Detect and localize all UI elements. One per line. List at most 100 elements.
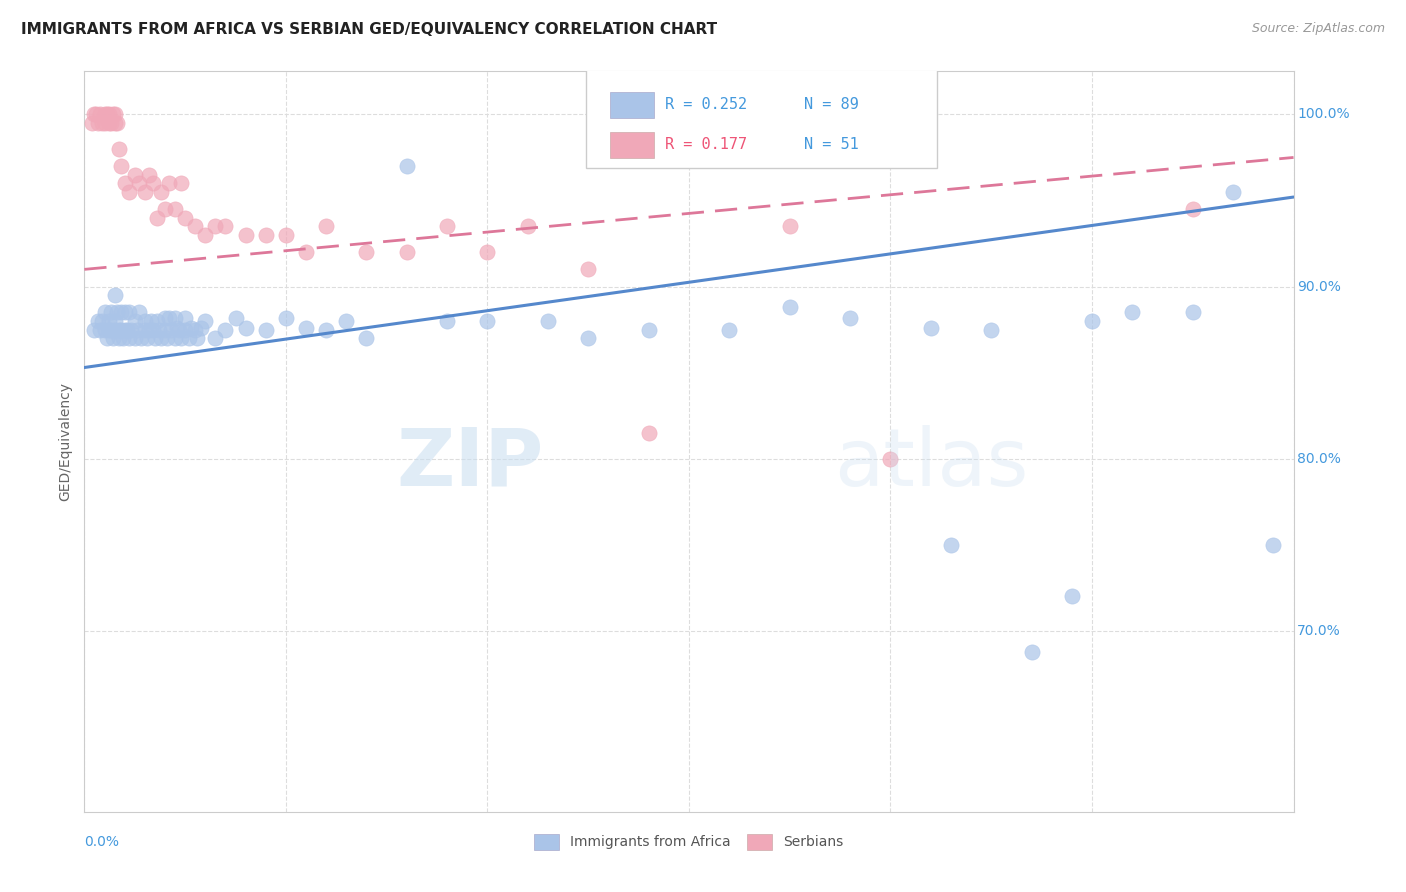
Point [96, 107, 118, 121]
Point [315, 219, 337, 234]
Point [180, 321, 202, 335]
Point [1263, 538, 1285, 552]
Point [96, 331, 118, 345]
Point [83, 107, 105, 121]
Point [225, 310, 247, 325]
Point [165, 310, 187, 325]
Point [107, 323, 129, 337]
Point [516, 219, 538, 234]
Point [204, 331, 226, 345]
Point [104, 288, 127, 302]
Point [537, 314, 560, 328]
Point [179, 331, 201, 345]
Point [134, 314, 156, 328]
Point [87, 314, 110, 328]
Point [879, 451, 901, 466]
Point [114, 176, 136, 190]
Point [204, 219, 226, 234]
Text: 0.0%: 0.0% [84, 836, 120, 849]
Point [920, 321, 942, 335]
Point [114, 305, 136, 319]
Point [165, 331, 187, 345]
Point [93, 305, 115, 319]
Point [91, 116, 114, 130]
Point [637, 323, 659, 337]
Legend: Immigrants from Africa, Serbians: Immigrants from Africa, Serbians [527, 827, 851, 856]
Text: IMMIGRANTS FROM AFRICA VS SERBIAN GED/EQUIVALENCY CORRELATION CHART: IMMIGRANTS FROM AFRICA VS SERBIAN GED/EQ… [21, 22, 717, 37]
Point [100, 323, 122, 337]
Y-axis label: GED/Equivalency: GED/Equivalency [59, 382, 73, 501]
Point [101, 107, 124, 121]
Point [576, 331, 599, 345]
Point [91, 314, 114, 328]
Point [779, 300, 801, 314]
Point [124, 331, 146, 345]
Point [93, 107, 115, 121]
Point [148, 323, 170, 337]
Point [118, 185, 141, 199]
Point [107, 142, 129, 156]
Point [718, 323, 741, 337]
Point [128, 305, 150, 319]
Text: 100.0%: 100.0% [1298, 107, 1350, 121]
Point [89, 107, 111, 121]
Point [104, 314, 127, 328]
Point [235, 227, 257, 242]
Point [138, 168, 160, 182]
Point [637, 425, 659, 440]
Point [104, 107, 127, 121]
Point [146, 314, 169, 328]
Point [1181, 305, 1204, 319]
Point [86, 107, 108, 121]
Point [156, 331, 179, 345]
Point [167, 323, 190, 337]
Point [939, 538, 962, 552]
Point [153, 323, 176, 337]
Point [93, 116, 115, 130]
Point [436, 219, 458, 234]
Point [186, 331, 208, 345]
Point [174, 211, 197, 225]
Point [153, 310, 176, 325]
Point [170, 331, 193, 345]
Text: R = 0.177: R = 0.177 [665, 137, 747, 153]
Point [436, 314, 458, 328]
Point [157, 310, 180, 325]
FancyBboxPatch shape [610, 92, 654, 118]
Point [111, 331, 134, 345]
Point [174, 323, 197, 337]
Point [139, 314, 162, 328]
Point [129, 331, 152, 345]
Point [134, 185, 156, 199]
Point [101, 331, 124, 345]
Point [149, 331, 172, 345]
Point [165, 202, 187, 216]
Point [190, 321, 212, 335]
Point [104, 116, 127, 130]
Point [82, 116, 104, 130]
Point [356, 245, 378, 260]
Point [89, 323, 111, 337]
Point [194, 314, 217, 328]
Point [1181, 202, 1204, 216]
Point [110, 305, 132, 319]
Point [118, 305, 141, 319]
Point [146, 211, 169, 225]
Point [149, 185, 172, 199]
Point [1081, 314, 1104, 328]
Text: atlas: atlas [834, 425, 1028, 503]
Point [576, 262, 599, 277]
Point [135, 331, 157, 345]
Point [114, 323, 136, 337]
Point [779, 219, 801, 234]
Point [97, 314, 120, 328]
Point [97, 116, 120, 130]
Point [157, 176, 180, 190]
Text: 70.0%: 70.0% [1298, 624, 1341, 638]
Point [295, 245, 318, 260]
Point [274, 227, 297, 242]
Text: Source: ZipAtlas.com: Source: ZipAtlas.com [1251, 22, 1385, 36]
Point [235, 321, 257, 335]
Point [124, 314, 146, 328]
Point [100, 116, 122, 130]
